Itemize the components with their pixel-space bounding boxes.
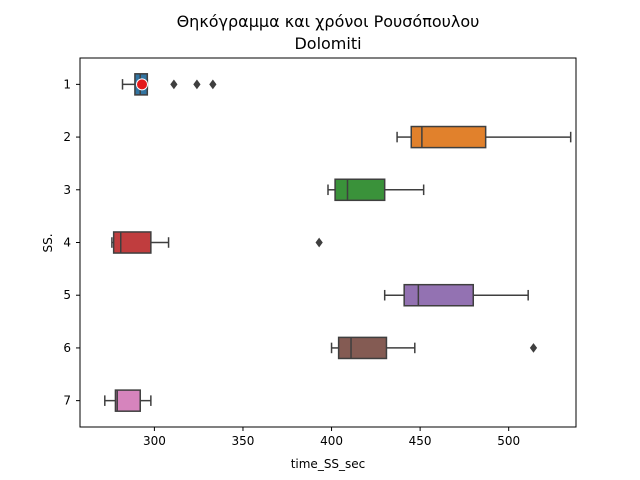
plot-area: 300 350 400 450 500 1 2 3 4 5 6 7: [63, 57, 577, 448]
highlight-point: [136, 78, 148, 91]
box-3: [334, 178, 386, 202]
outlier-marker: [209, 79, 217, 90]
outlier-marker: [315, 237, 323, 248]
box-6: [337, 336, 388, 360]
y-tick-label: 2: [63, 130, 71, 144]
chart-title-line2: Dolomiti: [294, 34, 361, 53]
box-5: [403, 283, 475, 307]
x-tick-label: 450: [409, 434, 432, 448]
chart-title-line1: Θηκόγραμμα και χρόνοι Ρουσόπουλου: [177, 12, 480, 31]
x-tick-label: 500: [497, 434, 520, 448]
outlier-marker: [529, 343, 538, 353]
x-tick-label: 300: [143, 434, 166, 448]
box-4: [112, 231, 152, 254]
x-axis-label: time_SS_sec: [291, 457, 366, 471]
box-7: [114, 389, 141, 412]
y-tick-label: 6: [63, 341, 71, 355]
y-tick-label: 5: [63, 288, 71, 302]
x-tick-label: 350: [232, 434, 255, 448]
outlier-marker: [193, 79, 201, 90]
x-tick-label: 400: [320, 434, 343, 448]
box-2: [410, 125, 487, 149]
outlier-marker: [170, 79, 178, 90]
y-axis-label: SS.: [41, 233, 55, 252]
y-tick-label: 1: [63, 77, 71, 91]
y-tick-label: 4: [63, 236, 71, 250]
y-tick-label: 7: [63, 394, 71, 408]
y-tick-label: 3: [63, 183, 71, 197]
